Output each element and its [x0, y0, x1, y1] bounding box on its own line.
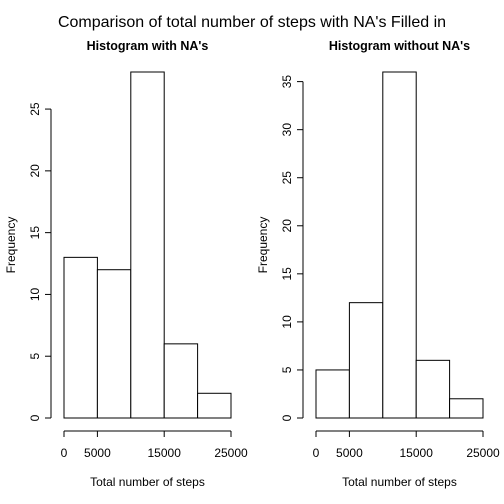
x-tick-label: 15000: [148, 446, 182, 460]
histogram-bar: [415, 359, 451, 419]
x-tick-label: 5000: [336, 446, 363, 460]
y-tick-label: 30: [280, 123, 294, 137]
histogram-bar: [348, 302, 384, 419]
panel-title: Histogram without NA's: [329, 39, 470, 53]
y-tick-label: 10: [28, 287, 42, 301]
y-tick-label: 0: [280, 414, 294, 421]
y-tick-label: 5: [28, 353, 42, 360]
figure-title: Comparison of total number of steps with…: [58, 14, 446, 31]
x-tick-label: 25000: [466, 446, 500, 460]
histogram-bar: [96, 269, 132, 419]
histogram-without-na-panel: Histogram without NA's 0 5000 15000 25000 Tot…: [256, 39, 500, 489]
histogram-bar: [63, 256, 98, 419]
y-tick-label: 0: [28, 414, 42, 421]
x-tick-label: 25000: [214, 446, 248, 460]
y-tick-label: 25: [28, 102, 42, 116]
x-tick-label: 15000: [400, 446, 434, 460]
y-axis-label: Frequency: [4, 217, 18, 274]
histogram-bar: [382, 71, 417, 419]
y-tick-label: 20: [28, 164, 42, 178]
x-axis-label: Total number of steps: [90, 475, 205, 489]
y-tick-label: 15: [280, 267, 294, 281]
y-axis-label: Frequency: [256, 217, 270, 274]
histogram-bar: [197, 392, 232, 419]
histogram-bar: [449, 398, 484, 419]
y-tick-label: 15: [28, 226, 42, 240]
histogram-bar: [315, 369, 350, 419]
x-axis-label: Total number of steps: [342, 475, 457, 489]
histogram-bar: [163, 343, 199, 419]
histogram-bar: [130, 71, 165, 419]
panel-title: Histogram with NA's: [87, 39, 209, 53]
y-tick-label: 25: [280, 171, 294, 185]
x-tick-label: 5000: [84, 446, 111, 460]
y-tick-label: 10: [280, 315, 294, 329]
y-tick-label: 35: [280, 75, 294, 89]
x-tick-label: 0: [61, 446, 68, 460]
x-tick-label: 0: [313, 446, 320, 460]
histogram-with-na-panel: Histogram with NA's 0 5000 15000 25000 Total …: [4, 39, 248, 489]
y-tick-label: 20: [280, 219, 294, 233]
y-tick-label: 5: [280, 366, 294, 373]
